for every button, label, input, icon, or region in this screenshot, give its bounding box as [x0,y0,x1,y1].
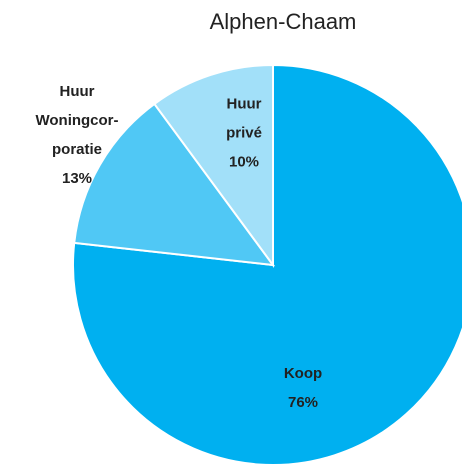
value-label: 76% [287,394,319,411]
pie-slice [73,102,276,267]
slice-label: Koop 76% [284,359,322,417]
slice-label: Huur privé 10% [226,90,262,177]
pie-slice [153,63,274,269]
category-label: Koop [283,365,323,382]
value-label: 13% [61,170,93,187]
category-label: Huur Woningcor- poratie [35,83,119,158]
category-label: Huur privé [226,95,262,142]
value-label: 10% [228,153,260,171]
chart-title: Alphen-Chaam [209,9,357,34]
slice-label: Huur Woningcor- poratie 13% [35,77,118,193]
